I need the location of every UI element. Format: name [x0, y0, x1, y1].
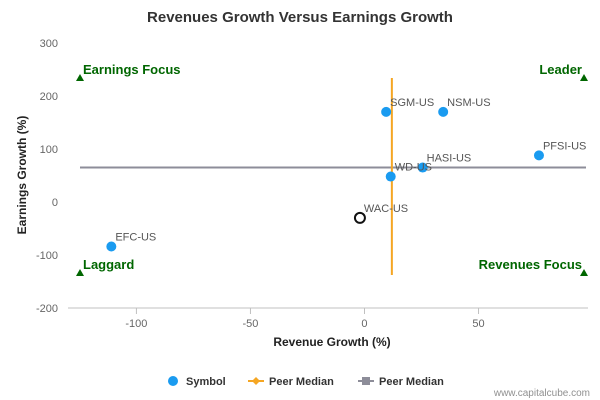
data-point [533, 150, 544, 161]
median-lines [80, 78, 586, 275]
data-point-label: WD-US [395, 162, 432, 174]
quadrant-marker-top-left [76, 74, 84, 81]
quadrant-label-top-left: Earnings Focus [83, 62, 181, 77]
y-axis: -200 -100 0 100 200 300 [36, 38, 58, 315]
quadrant-marker-bottom-right [580, 269, 588, 276]
legend-label: Symbol [186, 376, 226, 388]
legend-label: Peer Median [269, 376, 334, 388]
data-point [438, 106, 449, 117]
y-tick-label: 100 [40, 144, 58, 156]
data-point-label: NSM-US [447, 97, 490, 109]
data-point-label: PFSI-US [543, 140, 586, 152]
legend-square-marker [362, 377, 370, 385]
quadrant-marker-bottom-left [76, 269, 84, 276]
data-point [106, 241, 117, 252]
y-tick-label: -100 [36, 250, 58, 262]
x-axis: -100 -50 0 50 [125, 308, 485, 330]
data-point [385, 171, 396, 182]
y-tick-label: 200 [40, 91, 58, 103]
data-point-label: WAC-US [364, 203, 408, 215]
legend-symbol-marker [168, 376, 178, 386]
x-tick-label: -100 [125, 318, 147, 330]
data-point [417, 162, 428, 173]
chart-title: Revenues Growth Versus Earnings Growth [147, 9, 453, 26]
x-tick-label: -50 [243, 318, 259, 330]
y-axis-title: Earnings Growth (%) [15, 116, 29, 235]
quadrant-marker-top-right [580, 74, 588, 81]
highlighted-data-point [353, 211, 366, 224]
quadrant-label-bottom-right: Revenues Focus [479, 257, 582, 272]
data-point [381, 106, 392, 117]
legend-label: Peer Median [379, 376, 444, 388]
quadrant-label-bottom-left: Laggard [83, 257, 134, 272]
quadrant-label-top-right: Leader [539, 62, 582, 77]
data-point-label: SGM-US [390, 97, 434, 109]
y-tick-label: 0 [52, 197, 58, 209]
credit-text: www.capitalcube.com [493, 388, 590, 399]
legend: Symbol Peer Median Peer Median [168, 376, 444, 388]
y-tick-label: -200 [36, 303, 58, 315]
legend-diamond-marker [252, 377, 260, 385]
x-tick-label: 50 [472, 318, 484, 330]
x-axis-title: Revenue Growth (%) [273, 335, 390, 349]
quadrant-labels: Earnings Focus Leader Laggard Revenues Focu… [76, 62, 588, 276]
data-point-label: HASI-US [427, 153, 472, 165]
data-point-label: EFC-US [115, 232, 156, 244]
x-tick-label: 0 [361, 318, 367, 330]
y-tick-label: 300 [40, 38, 58, 50]
